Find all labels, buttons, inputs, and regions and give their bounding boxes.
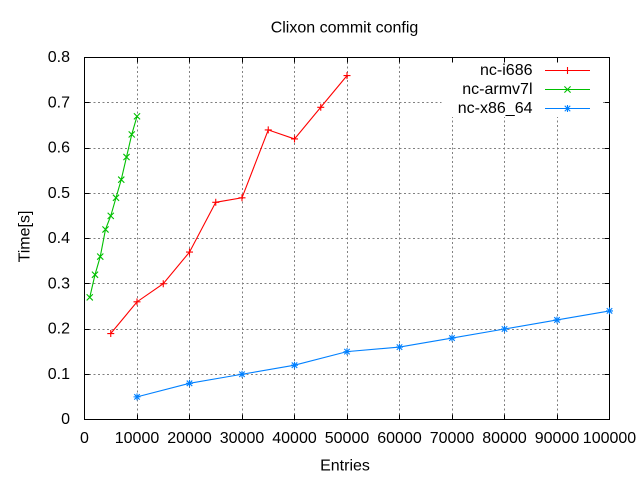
svg-text:0.8: 0.8: [48, 49, 70, 66]
svg-text:50000: 50000: [325, 430, 370, 447]
svg-text:40000: 40000: [272, 430, 317, 447]
svg-text:10000: 10000: [115, 430, 160, 447]
svg-text:nc-x86_64: nc-x86_64: [458, 100, 533, 117]
svg-text:80000: 80000: [482, 430, 527, 447]
svg-text:nc-armv7l: nc-armv7l: [462, 81, 532, 98]
svg-text:0.7: 0.7: [48, 94, 70, 111]
svg-text:20000: 20000: [167, 430, 212, 447]
svg-text:60000: 60000: [377, 430, 422, 447]
svg-text:0: 0: [80, 430, 89, 447]
svg-text:Time[s]: Time[s]: [17, 211, 34, 263]
svg-text:90000: 90000: [535, 430, 580, 447]
svg-text:nc-i686: nc-i686: [480, 62, 533, 79]
svg-text:100000: 100000: [583, 430, 636, 447]
svg-text:0.5: 0.5: [48, 185, 70, 202]
svg-text:0.1: 0.1: [48, 366, 70, 383]
svg-text:0.2: 0.2: [48, 321, 70, 338]
svg-text:Entries: Entries: [320, 458, 370, 475]
svg-text:0: 0: [61, 411, 70, 428]
svg-text:30000: 30000: [220, 430, 265, 447]
svg-text:70000: 70000: [430, 430, 475, 447]
svg-text:0.4: 0.4: [48, 230, 70, 247]
svg-text:Clixon commit config: Clixon commit config: [271, 20, 419, 37]
svg-text:0.3: 0.3: [48, 275, 70, 292]
svg-text:0.6: 0.6: [48, 140, 70, 157]
